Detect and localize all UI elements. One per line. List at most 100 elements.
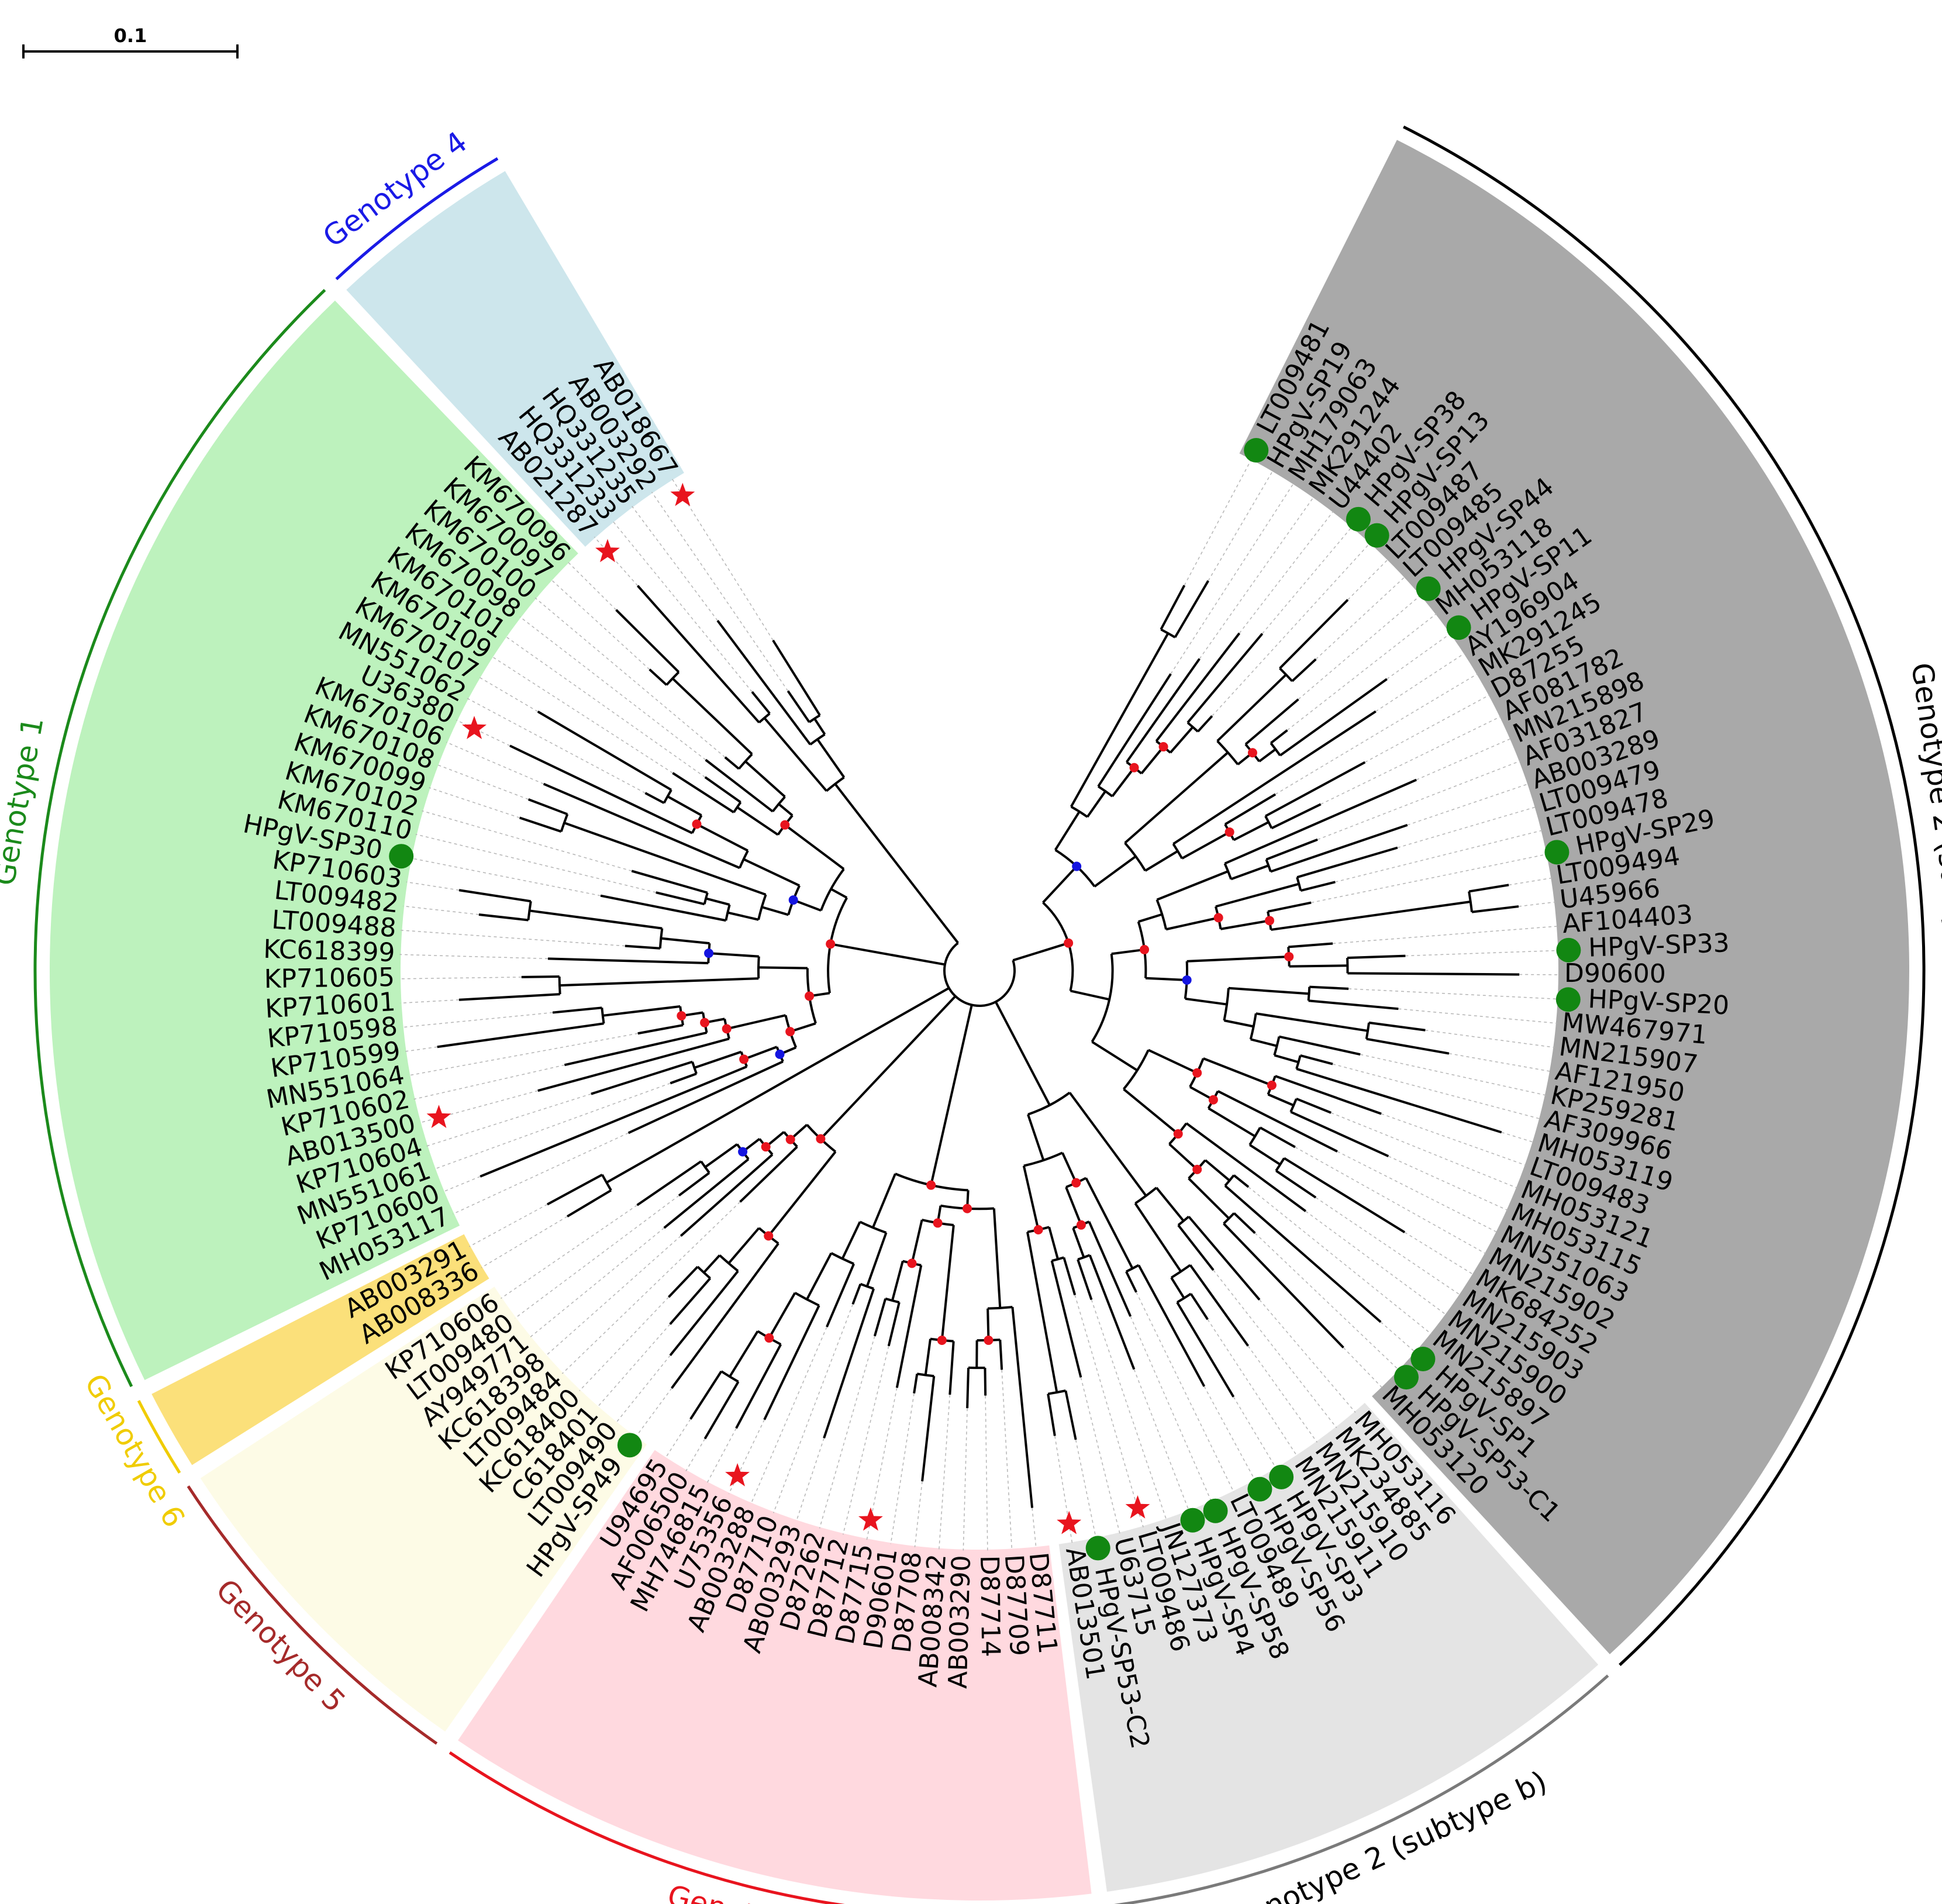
support-node — [1076, 1220, 1086, 1230]
tip-branch — [1366, 1037, 1450, 1055]
tip-branch — [1233, 1212, 1256, 1234]
guide-line — [1317, 760, 1521, 840]
guide-line — [1254, 1233, 1400, 1371]
study-sequence-marker — [1393, 1365, 1419, 1390]
tip-branch — [826, 1263, 855, 1327]
guide-line — [1425, 1029, 1555, 1048]
support-node — [933, 1218, 943, 1228]
guide-line — [405, 1046, 437, 1052]
internal-branch — [696, 823, 748, 852]
support-node — [738, 1147, 748, 1157]
internal-branch — [705, 897, 730, 906]
guide-line — [1311, 853, 1548, 903]
clade-sector-g6 — [151, 1234, 489, 1465]
guide-line — [406, 881, 460, 891]
guide-line — [1184, 458, 1253, 586]
support-nodes — [677, 742, 1294, 1345]
tip-branch — [1283, 1157, 1406, 1234]
guide-line — [561, 1201, 741, 1374]
guide-line — [415, 834, 656, 893]
guide-line — [612, 520, 753, 692]
node-connector — [1223, 1212, 1235, 1225]
tip-branch — [1308, 999, 1399, 1010]
guide-line — [706, 1428, 737, 1484]
guide-line — [1333, 926, 1558, 944]
guide-line — [594, 536, 639, 587]
support-node — [816, 1134, 826, 1144]
guide-line — [1305, 1210, 1447, 1316]
guide-line — [402, 1012, 553, 1028]
tip-branch — [1265, 761, 1366, 818]
tip-branch — [1088, 1221, 1132, 1317]
guide-line — [914, 1481, 923, 1547]
guide-line — [515, 1195, 679, 1319]
tip-branch — [1275, 1075, 1382, 1115]
support-node — [704, 948, 714, 958]
tip-branch — [735, 1344, 782, 1429]
guide-line — [1286, 613, 1437, 731]
internal-branch — [1070, 989, 1110, 1001]
tip-branch — [1047, 1393, 1056, 1436]
tip-label: AB003290 — [943, 1555, 977, 1689]
tip-branch — [547, 1174, 603, 1206]
tip-branch — [913, 1374, 919, 1393]
clade-stem — [606, 987, 950, 1184]
internal-branch — [744, 760, 786, 798]
tip-branch — [1300, 881, 1336, 892]
guide-line — [1508, 877, 1553, 886]
tip-branch — [1224, 1185, 1382, 1323]
tip-branch — [547, 957, 709, 965]
guide-line — [1233, 1396, 1277, 1470]
tip-branch — [615, 609, 680, 673]
internal-branch — [1070, 633, 1170, 808]
guide-line — [1136, 1292, 1234, 1492]
guide-line — [567, 561, 617, 610]
study-sequence-marker — [1085, 1536, 1110, 1561]
internal-branch — [763, 717, 827, 792]
internal-branch — [1054, 810, 1081, 851]
internal-branch — [871, 1173, 896, 1229]
node-connector — [720, 1370, 739, 1383]
node-connector — [1126, 1264, 1140, 1273]
guide-line — [843, 1346, 889, 1535]
tip-branch — [1160, 585, 1186, 630]
reference-star-marker — [1057, 1510, 1082, 1534]
internal-branch — [671, 677, 753, 756]
tip-branch — [1270, 729, 1288, 744]
tip-branch — [437, 1022, 604, 1048]
clade-arc-g5 — [187, 1485, 438, 1745]
tip-branch — [458, 993, 560, 1001]
support-node — [1192, 1068, 1202, 1078]
guide-line — [1407, 783, 1529, 826]
study-sequence-marker — [1416, 576, 1441, 601]
tip-branch — [895, 1265, 923, 1388]
tip-branch — [1097, 673, 1172, 787]
tip-branch — [1186, 633, 1264, 724]
internal-branch — [1072, 1227, 1085, 1258]
tip-branch — [851, 1284, 862, 1305]
guide-line — [685, 1439, 706, 1471]
node-connector — [696, 1265, 711, 1279]
guide-line — [1032, 1508, 1037, 1548]
tip-branch — [1185, 1122, 1306, 1212]
guide-line — [615, 1355, 671, 1423]
guide-line — [1375, 653, 1465, 712]
support-node — [1033, 1225, 1043, 1235]
tip-branch — [671, 1243, 779, 1389]
tip-branch — [527, 798, 568, 816]
tip-branch — [458, 889, 532, 903]
tip-branch — [689, 1370, 723, 1420]
internal-branch — [1042, 865, 1078, 903]
guide-line — [479, 677, 539, 712]
clade-stem — [930, 1005, 973, 1186]
study-sequence-marker — [1410, 1346, 1436, 1371]
guide-line — [481, 1216, 568, 1268]
guide-line — [422, 810, 632, 872]
support-node — [1208, 1095, 1218, 1105]
guide-line — [773, 1304, 854, 1513]
guide-line — [1275, 673, 1478, 795]
support-node — [1267, 1080, 1277, 1090]
tip-branch — [873, 1298, 887, 1337]
tip-label: KP710601 — [264, 987, 396, 1024]
support-node — [764, 1333, 774, 1343]
